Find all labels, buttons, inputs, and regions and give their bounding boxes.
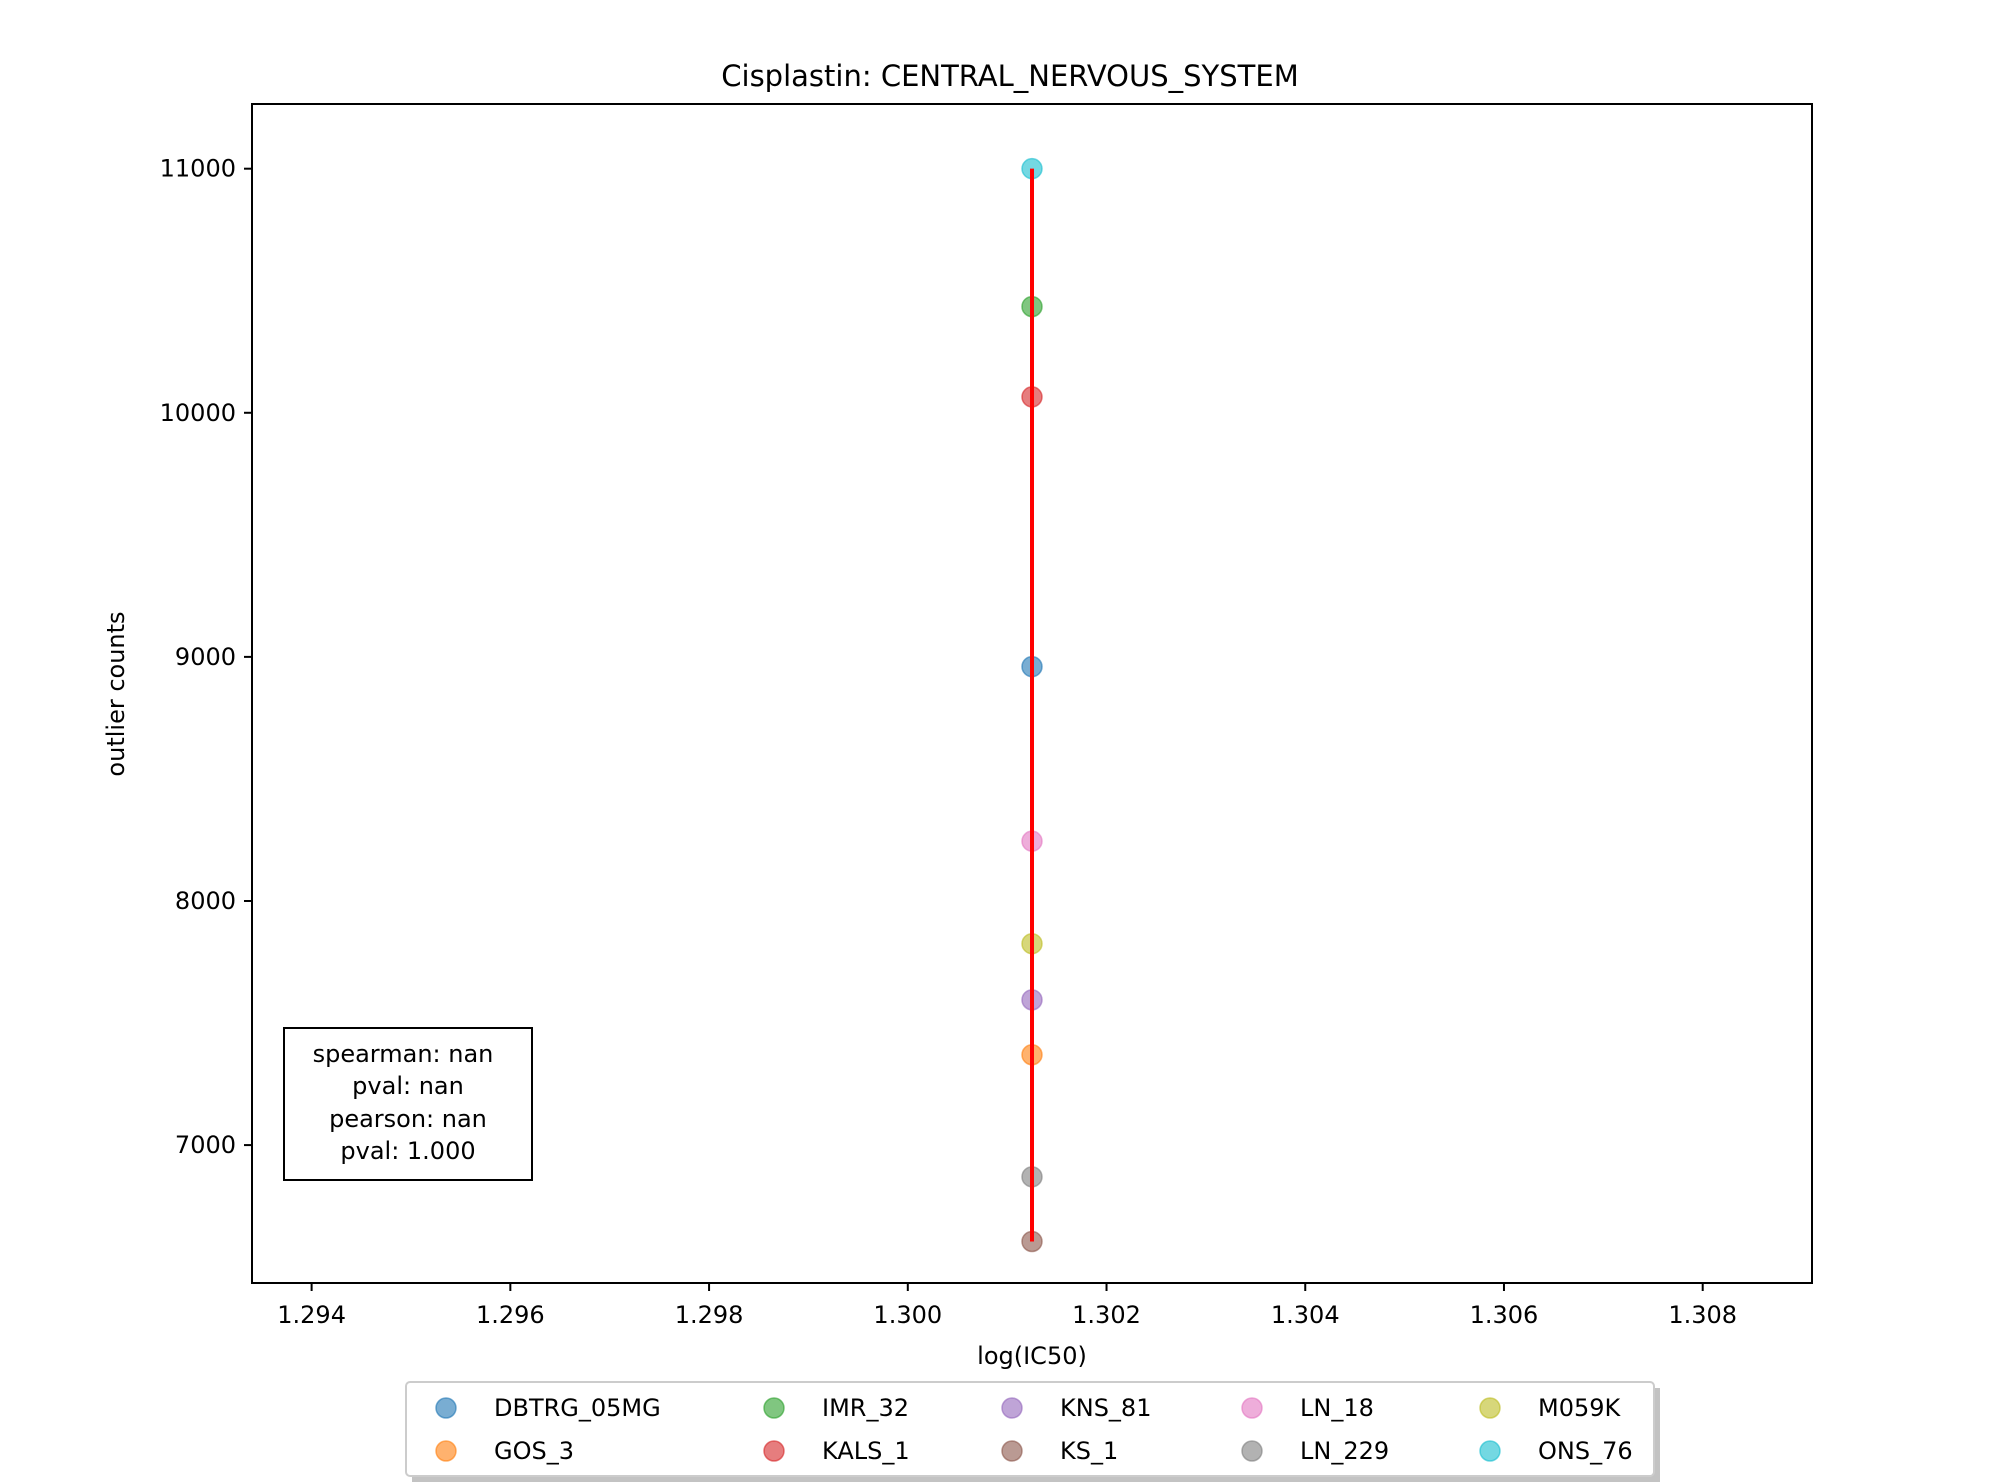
legend-items: DBTRG_05MG GOS_3 IMR_32 KALS_1 KNS_81 KS_1 LN_… <box>435 1394 1633 1465</box>
legend-label: GOS_3 <box>494 1437 574 1465</box>
x-tick-label: 1.300 <box>873 1301 942 1329</box>
y-axis-label: outlier counts <box>102 611 130 776</box>
x-tick-label: 1.302 <box>1072 1301 1141 1329</box>
legend-label: LN_18 <box>1300 1394 1374 1422</box>
y-tick-label: 9000 <box>175 643 236 671</box>
x-tick-label: 1.306 <box>1470 1301 1539 1329</box>
x-tick-label: 1.294 <box>277 1301 346 1329</box>
stats-spearman-pval: pval: nan <box>352 1072 464 1100</box>
stats-annotation-box: spearman: nan pval: nan pearson: nan pva… <box>283 1027 533 1181</box>
stats-box-frame <box>283 1027 533 1181</box>
legend-marker <box>1479 1397 1501 1419</box>
y-tick-label: 8000 <box>175 887 236 915</box>
legend-label: LN_229 <box>1300 1437 1389 1465</box>
legend-label: KNS_81 <box>1060 1394 1151 1422</box>
x-tick-label: 1.304 <box>1271 1301 1340 1329</box>
legend-marker <box>1241 1397 1263 1419</box>
axes-frame <box>251 103 1813 1284</box>
x-tick-label: 1.298 <box>675 1301 744 1329</box>
stats-spearman: spearman: nan <box>313 1040 494 1068</box>
legend-marker <box>435 1440 457 1462</box>
legend-marker <box>1001 1440 1023 1462</box>
stats-pearson-pval: pval: 1.000 <box>340 1137 475 1165</box>
x-axis-label: log(IC50) <box>977 1342 1087 1370</box>
legend-marker <box>763 1440 785 1462</box>
legend-marker <box>763 1397 785 1419</box>
x-tick-label: 1.308 <box>1668 1301 1737 1329</box>
legend-marker <box>1241 1440 1263 1462</box>
legend-label: KALS_1 <box>822 1437 910 1465</box>
x-tick-label: 1.296 <box>476 1301 545 1329</box>
legend-label: M059K <box>1538 1394 1622 1422</box>
y-tick-label: 7000 <box>175 1131 236 1159</box>
y-axis: 7000 8000 9000 10000 11000 <box>160 155 252 1159</box>
legend-frame <box>405 1381 1655 1477</box>
legend-label: DBTRG_05MG <box>494 1394 661 1422</box>
legend-marker <box>435 1397 457 1419</box>
y-tick-label: 11000 <box>160 155 236 183</box>
legend-marker <box>1001 1397 1023 1419</box>
x-axis: 1.294 1.296 1.298 1.300 1.302 1.304 1.306 1.308 <box>277 1283 1737 1329</box>
y-tick-label: 10000 <box>160 399 236 427</box>
chart-title: Cisplastin: CENTRAL_NERVOUS_SYSTEM <box>721 59 1298 93</box>
legend-label: ONS_76 <box>1538 1437 1633 1465</box>
legend-label: IMR_32 <box>822 1394 909 1422</box>
plot-area <box>1021 157 1043 1253</box>
legend: DBTRG_05MG GOS_3 IMR_32 KALS_1 KNS_81 KS_1 LN_… <box>405 1381 1660 1482</box>
legend-label: KS_1 <box>1060 1437 1118 1465</box>
stats-pearson: pearson: nan <box>329 1105 487 1133</box>
legend-marker <box>1479 1440 1501 1462</box>
